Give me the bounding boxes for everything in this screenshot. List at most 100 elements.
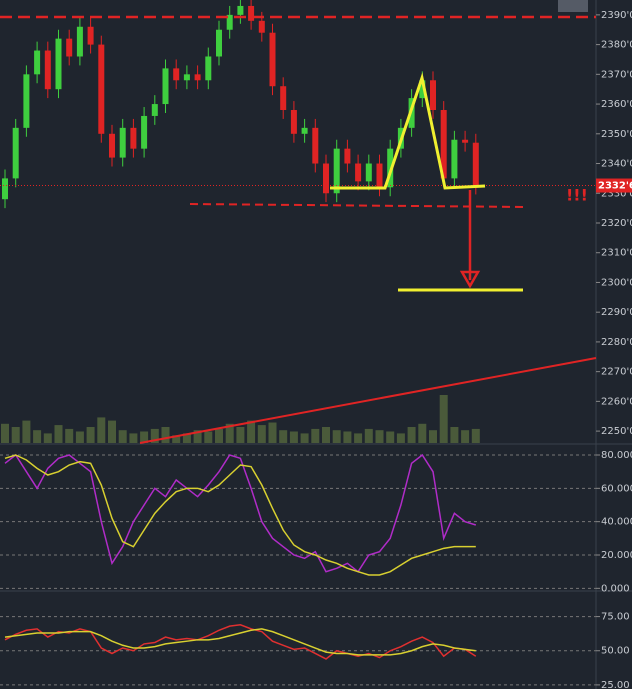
candle-body [55, 38, 62, 90]
volume-bar [140, 431, 149, 443]
volume-bar [236, 427, 245, 443]
y-tick-label: 2370'0 [601, 69, 632, 80]
volume-bar [332, 430, 341, 443]
y-tick-label: 60.000 [601, 483, 632, 494]
indicator-line [4, 453, 477, 573]
indicator-line [4, 624, 477, 660]
candle-body [440, 110, 447, 179]
volume-bar [11, 427, 20, 443]
volume-bar [300, 433, 309, 443]
candle-body [376, 163, 383, 188]
y-tick-label: 2350'0 [601, 129, 632, 140]
candle-body [472, 142, 479, 186]
volume-bar [268, 422, 277, 443]
volume-bar [97, 417, 106, 443]
volume-bar [172, 435, 181, 443]
candle-body [12, 127, 19, 179]
volume-bar [311, 428, 320, 443]
volume-bar [375, 430, 384, 443]
y-tick-label: 75.00 [601, 612, 630, 623]
candle-body [23, 74, 30, 128]
candle-body [151, 104, 158, 116]
volume-bar [65, 428, 74, 443]
candle-body [66, 38, 73, 57]
candle-body [119, 127, 126, 158]
volume-bar [279, 430, 288, 443]
volume-bar [364, 428, 373, 443]
candle-body [365, 163, 372, 182]
pattern-lines [330, 72, 486, 190]
candle-body [183, 74, 190, 81]
candle-body [258, 20, 265, 33]
y-tick-label: 2290'0 [601, 307, 632, 318]
volume-bar [150, 428, 159, 443]
candle-body [87, 26, 94, 45]
volume-bar [354, 433, 363, 443]
candle-body [323, 163, 329, 194]
volume-bar [22, 420, 31, 443]
annotation: !!! [566, 186, 588, 205]
volume-bar [322, 427, 330, 443]
candle-body [419, 80, 426, 99]
candle-body [109, 133, 115, 158]
candle-body [162, 68, 169, 105]
candle-body [98, 44, 105, 134]
candle-body [344, 148, 351, 164]
volume-bar [204, 431, 213, 443]
volume-bar [396, 433, 405, 443]
volume-bar [33, 430, 42, 443]
volume-bar [225, 423, 234, 443]
y-tick-label: 2340'0 [601, 159, 632, 170]
candle-body [194, 74, 201, 81]
candle-body [290, 110, 297, 134]
y-tick-label: 2380'0 [601, 40, 632, 51]
trend-line [139, 357, 597, 444]
arrow-head [459, 270, 481, 289]
last-price-label: 2332'6 [598, 181, 632, 192]
volume-bar [461, 430, 470, 443]
volume-bar [343, 431, 352, 443]
volume-bar [471, 428, 480, 443]
volume-bar [182, 433, 191, 443]
toolbar-buttons[interactable] [558, 0, 588, 12]
volume-bar [439, 395, 448, 443]
y-tick-label: 2320'0 [601, 218, 632, 229]
candle-body [141, 115, 148, 149]
y-tick-label: 80.000 [601, 450, 632, 461]
candle-body [130, 127, 137, 149]
candle-body [280, 86, 287, 111]
candle-body [248, 5, 255, 21]
y-tick-label: 20.000 [601, 550, 632, 561]
y-tick-label: 50.00 [601, 646, 630, 657]
y-tick-label: 2250'0 [601, 426, 632, 437]
y-tick-label: 40.000 [601, 517, 632, 528]
candle-body [44, 50, 51, 90]
y-tick-label: 2280'0 [601, 337, 632, 348]
y-tick-label: 0.000 [601, 583, 630, 594]
volume-bar [289, 431, 298, 443]
candle-body [76, 26, 83, 57]
candle-body [462, 139, 469, 143]
volume-bar [108, 420, 116, 443]
candle-body [301, 127, 308, 134]
candle-body [173, 68, 180, 81]
candle-body [2, 178, 8, 200]
candle-body [34, 50, 41, 75]
candle-body [269, 32, 276, 87]
candle-body [205, 56, 212, 81]
y-tick-label: 2310'0 [601, 248, 632, 259]
y-tick-label: 2300'0 [601, 277, 632, 288]
volume-bar [450, 427, 459, 443]
candle-body [355, 163, 362, 182]
volume-bar [215, 428, 223, 443]
volume-bar [257, 425, 266, 443]
candle-body [333, 148, 340, 194]
last-price-box [596, 178, 632, 193]
y-tick-label: 2270'0 [601, 367, 632, 378]
y-tick-label: 2260'0 [601, 396, 632, 407]
candle-body [226, 14, 233, 30]
candle-body [430, 80, 436, 111]
y-tick-label: 2390'0 [601, 10, 632, 21]
